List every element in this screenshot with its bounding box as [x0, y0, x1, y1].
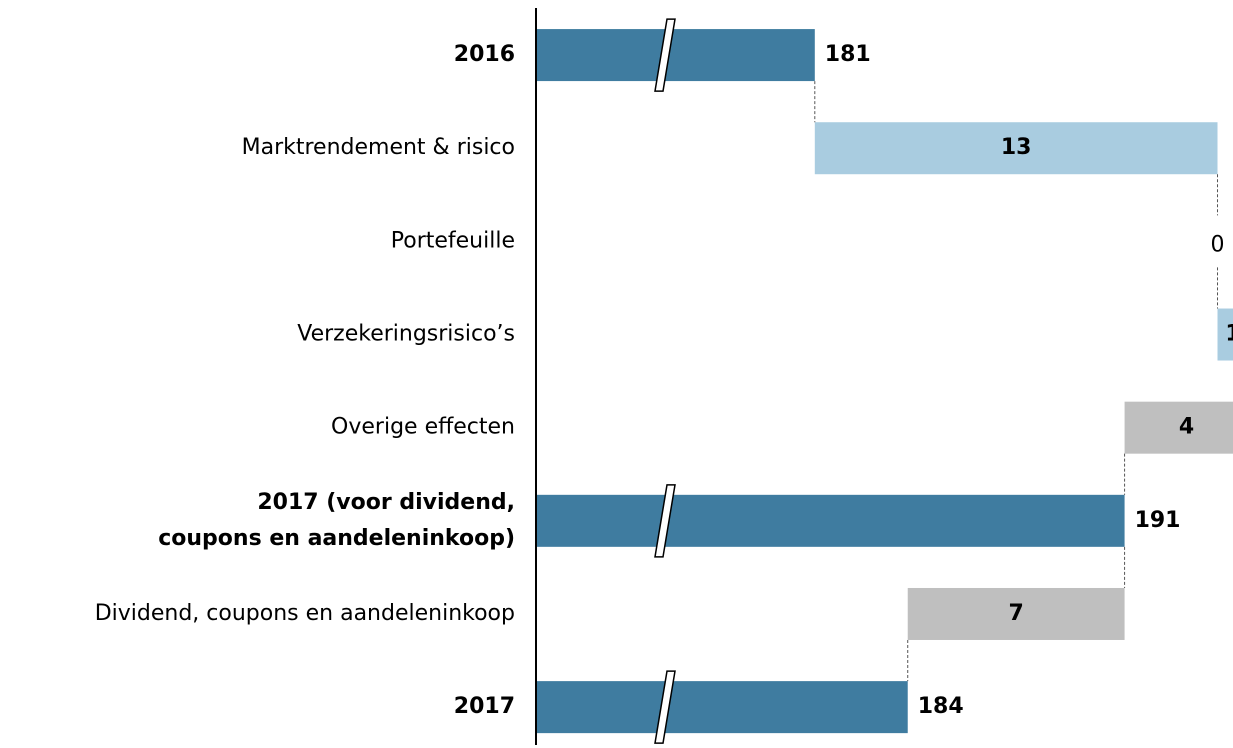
axis-break: [654, 484, 676, 558]
data-label: 1: [1225, 322, 1233, 347]
bar: [1124, 401, 1233, 454]
axis-break: [654, 670, 676, 744]
data-label: 0: [1211, 232, 1225, 257]
bar: [536, 29, 815, 82]
plot-area: [536, 18, 1233, 744]
y-tick-label: Dividend, coupons en aandeleninkoop: [95, 601, 515, 626]
bar: [907, 587, 1125, 640]
data-label: 7: [1008, 601, 1023, 626]
y-tick-label: Overige effecten: [331, 415, 515, 440]
y-tick-label: Marktrendement & risico: [242, 135, 515, 160]
bar: [536, 494, 1125, 547]
axis-break: [654, 18, 676, 92]
y-tick-label: Verzekeringsrisico’s: [297, 322, 515, 347]
y-tick-label: 2017: [454, 694, 515, 719]
data-label: 4: [1179, 415, 1194, 440]
bar: [536, 681, 908, 734]
y-tick-label: 2017 (voor dividend, coupons en aandeleni…: [158, 490, 515, 551]
data-label: 191: [1135, 508, 1181, 533]
data-label: 184: [918, 694, 964, 719]
y-tick-label: Portefeuille: [391, 228, 515, 253]
data-label: 181: [825, 42, 871, 67]
y-tick-label: 2016: [454, 42, 515, 67]
data-label: 13: [1001, 135, 1032, 160]
bar: [1217, 308, 1233, 361]
bar: [814, 122, 1218, 175]
